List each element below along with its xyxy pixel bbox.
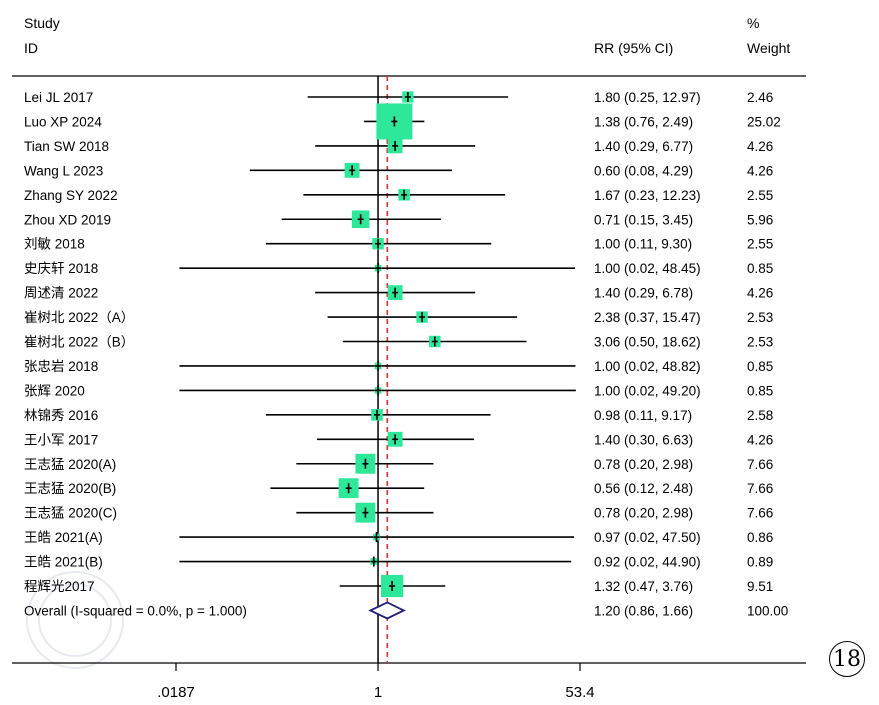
weight-value: 0.86 [747,530,773,545]
study-id-label: 林锦秀 2016 [24,408,98,423]
rr-ci-value: 1.00 (0.02, 49.20) [594,383,701,398]
study-id-label: 张忠岩 2018 [24,359,98,374]
rr-ci-value: 0.92 (0.02, 44.90) [594,555,701,570]
weight-value: 4.26 [747,286,773,301]
weight-value: 0.85 [747,261,773,276]
study-id-label: 张辉 2020 [24,383,85,398]
rr-ci-header-label: RR (95% CI) [594,40,674,56]
study-id-label: 王皓 2021(A) [24,530,103,545]
weight-percent-header-label: % [747,15,760,31]
weight-value: 2.53 [747,310,773,325]
weight-value: 9.51 [747,579,773,594]
rr-ci-value: 3.06 (0.50, 18.62) [594,335,701,350]
weight-value: 2.55 [747,188,773,203]
overall-weight-value: 100.00 [747,603,788,618]
x-tick-label: .0187 [157,684,195,701]
weight-value: 7.66 [747,481,773,496]
weight-value: 4.26 [747,139,773,154]
rr-ci-value: 0.97 (0.02, 47.50) [594,530,701,545]
weight-value: 4.26 [747,163,773,178]
study-id-label: 王小军 2017 [24,432,98,447]
rr-ci-value: 0.71 (0.15, 3.45) [594,212,693,227]
rr-ci-value: 1.32 (0.47, 3.76) [594,579,693,594]
weight-value: 5.96 [747,212,773,227]
study-id-label: 王志猛 2020(B) [24,481,116,496]
rr-ci-value: 1.67 (0.23, 12.23) [594,188,701,203]
rr-ci-value: 0.78 (0.20, 2.98) [594,506,693,521]
study-id-label: 崔树北 2022（B） [24,335,134,350]
overall-rr-ci-value: 1.20 (0.86, 1.66) [594,603,693,618]
weight-value: 4.26 [747,432,773,447]
weight-value: 2.58 [747,408,773,423]
watermark-ring [26,571,124,669]
weight-header-label: Weight [747,40,791,56]
rr-ci-value: 1.40 (0.29, 6.78) [594,286,693,301]
rr-ci-value: 1.40 (0.29, 6.77) [594,139,693,154]
weight-value: 2.46 [747,90,773,105]
x-tick-label: 53.4 [565,684,594,701]
x-tick-label: 1 [374,684,382,701]
rr-ci-value: 1.80 (0.25, 12.97) [594,90,701,105]
study-id-label: Zhang SY 2022 [24,188,118,203]
study-id-label: Zhou XD 2019 [24,212,111,227]
study-id-label: 崔树北 2022（A） [24,310,134,325]
rr-ci-value: 1.38 (0.76, 2.49) [594,114,693,129]
weight-value: 0.85 [747,359,773,374]
weight-value: 25.02 [747,114,781,129]
weight-value: 2.55 [747,237,773,252]
panel-number-badge: 18 [829,641,865,677]
watermark-seal [26,571,124,669]
study-id-label: Luo XP 2024 [24,114,102,129]
study-id-label: 周述清 2022 [24,286,98,301]
study-id-label: Lei JL 2017 [24,90,93,105]
study-id-label: 程辉光2017 [24,579,95,594]
study-id-label: 王皓 2021(B) [24,555,103,570]
id-header-label: ID [24,40,38,56]
rr-ci-value: 1.40 (0.30, 6.63) [594,432,693,447]
rr-ci-value: 1.00 (0.11, 9.30) [594,237,692,252]
rr-ci-value: 0.78 (0.20, 2.98) [594,457,693,472]
weight-value: 0.85 [747,383,773,398]
overall-label: Overall (I-squared = 0.0%, p = 1.000) [24,603,247,618]
rr-ci-value: 1.00 (0.02, 48.45) [594,261,701,276]
study-id-label: Wang L 2023 [24,163,103,178]
rr-ci-value: 0.98 (0.11, 9.17) [594,408,692,423]
weight-value: 2.53 [747,335,773,350]
weight-value: 0.89 [747,555,773,570]
study-header-label: Study [24,15,60,31]
watermark-inner-ring [38,583,112,657]
study-id-label: 王志猛 2020(A) [24,457,116,472]
weight-value: 7.66 [747,457,773,472]
study-id-label: 王志猛 2020(C) [24,506,117,521]
rr-ci-value: 0.56 (0.12, 2.48) [594,481,693,496]
weight-value: 7.66 [747,506,773,521]
study-id-label: 刘敏 2018 [24,237,85,252]
study-id-label: Tian SW 2018 [24,139,109,154]
overall-diamond [368,601,406,620]
rr-ci-value: 0.60 (0.08, 4.29) [594,163,693,178]
study-id-label: 史庆轩 2018 [24,261,98,276]
rr-ci-value: 1.00 (0.02, 48.82) [594,359,701,374]
rr-ci-value: 2.38 (0.37, 15.47) [594,310,701,325]
